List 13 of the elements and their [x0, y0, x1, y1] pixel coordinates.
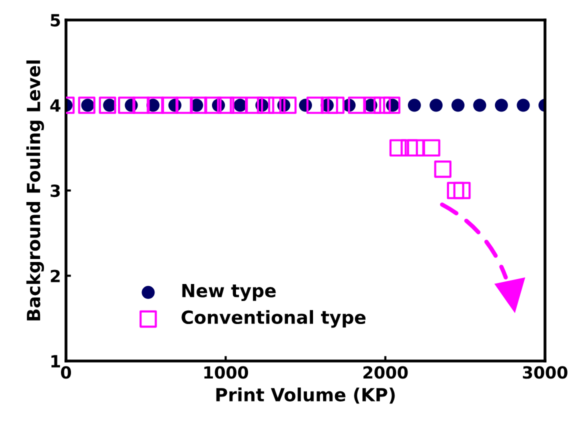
y-axis-title: Background Fouling Level: [26, 60, 44, 320]
legend-label: Conventional type: [182, 310, 366, 328]
y-tick-label: 4: [50, 99, 60, 112]
y-tick-label: 5: [50, 14, 60, 27]
y-tick-label: 2: [50, 270, 60, 282]
x-tick-label: 3000: [522, 366, 568, 379]
x-axis-title: Print Volume (KP): [216, 388, 395, 404]
x-tick-label: 2000: [363, 366, 408, 379]
x-tick-label: 1000: [204, 366, 248, 379]
y-tick-label: 3: [50, 184, 60, 198]
legend-label: New type: [182, 284, 276, 302]
x-tick-label: 0: [61, 366, 71, 379]
y-tick-label: 1: [51, 355, 60, 368]
